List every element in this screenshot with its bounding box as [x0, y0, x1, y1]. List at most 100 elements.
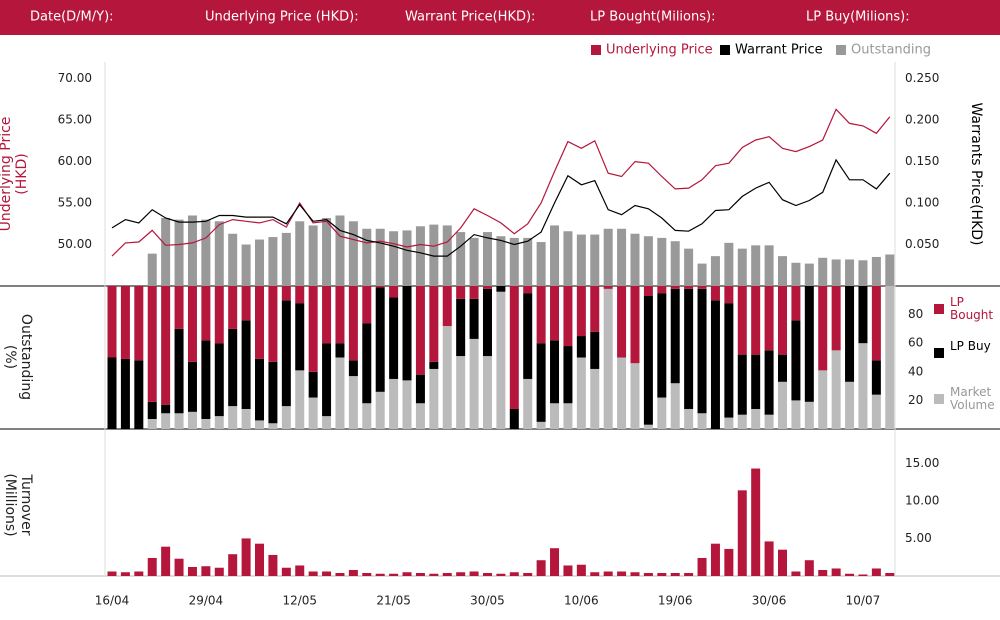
turnover-bar [362, 572, 372, 576]
stack-segment [389, 378, 399, 429]
stack-segment [590, 286, 600, 332]
stack-segment [161, 286, 171, 405]
header-label: LP Bought(Milions): [590, 10, 715, 25]
turnover-bar [147, 557, 157, 576]
stack-segment [241, 320, 251, 409]
stack-segment [456, 356, 466, 429]
header-label: LP Buy(Milions): [806, 10, 910, 25]
stack-segment [389, 286, 399, 298]
legend-swatch [720, 45, 730, 55]
outstanding-bar [402, 230, 412, 286]
stack-segment [228, 406, 238, 429]
turnover-bar [268, 554, 278, 576]
stack-segment [845, 381, 855, 429]
legend-label: Warrant Price [735, 43, 823, 58]
stack-segment [764, 286, 774, 351]
outstanding-bar [429, 224, 439, 286]
stack-segment [778, 286, 787, 355]
stack-segment [375, 286, 385, 288]
tick-label: 0.200 [905, 113, 939, 127]
outstanding-bar [214, 221, 224, 286]
turnover-bar [469, 571, 479, 576]
legend-swatch [934, 348, 944, 358]
stack-segment [523, 293, 533, 379]
tick-label: 70.00 [58, 71, 92, 85]
stack-segment [617, 286, 627, 358]
stack-segment [778, 381, 787, 429]
turnover-bar [845, 573, 855, 576]
turnover-bar [255, 543, 265, 576]
stack-segment [657, 293, 667, 398]
stack-segment [657, 286, 667, 294]
stack-segment [308, 371, 318, 398]
turnover-bar [871, 568, 881, 576]
turnover-bar [214, 567, 224, 576]
stack-segment [120, 286, 130, 359]
stack-segment [831, 286, 841, 351]
turnover-bar [603, 571, 613, 576]
x-tick-label: 29/04 [189, 594, 224, 608]
stack-segment [442, 326, 452, 429]
outstanding-bar [576, 234, 586, 286]
stack-segment [845, 286, 855, 382]
tick-label: 20 [908, 393, 923, 407]
outstanding-bar [536, 242, 546, 286]
turnover-bar [764, 541, 774, 576]
stack-segment [187, 361, 197, 412]
stack-segment [737, 354, 747, 415]
turnover-bar [482, 572, 492, 576]
outstanding-bar [161, 217, 171, 286]
stack-segment [871, 394, 881, 429]
stack-segment [174, 413, 184, 429]
axis-title: Warrants Price(HKD) [968, 102, 984, 246]
stack-segment [335, 343, 345, 358]
x-tick-label: 30/05 [470, 594, 505, 608]
outstanding-bar [415, 226, 425, 286]
stack-segment [201, 418, 211, 429]
stack-segment [456, 286, 466, 299]
turnover-bar [389, 573, 399, 576]
stack-segment [147, 286, 157, 402]
turnover-bar [415, 572, 425, 576]
legend-swatch [836, 45, 846, 55]
stack-segment [684, 288, 694, 409]
stack-segment [576, 336, 586, 358]
stack-segment [724, 303, 734, 418]
stack-segment [295, 303, 305, 371]
tick-label: 10.00 [905, 493, 939, 507]
stack-segment [107, 286, 117, 358]
turnover-bar [201, 566, 211, 576]
turnover-bar [161, 546, 171, 576]
outstanding-bar [845, 259, 855, 286]
turnover-bar [348, 569, 358, 576]
outstanding-bar [603, 228, 613, 286]
stack-segment [469, 298, 479, 339]
outstanding-bar [375, 228, 385, 286]
turnover-bar [617, 571, 627, 576]
tick-label: 60 [908, 336, 923, 350]
legend-label: Market Volume [950, 385, 995, 412]
turnover-bar [509, 572, 519, 576]
stack-segment [107, 357, 117, 429]
stack-segment [670, 288, 680, 384]
outstanding-bar [751, 245, 761, 286]
stack-segment [697, 413, 707, 429]
tick-label: 40 [908, 364, 923, 378]
stack-segment [335, 286, 345, 344]
outstanding-bar [724, 242, 734, 286]
stack-segment [482, 286, 492, 289]
outstanding-bar [630, 233, 640, 286]
stack-segment [871, 360, 881, 395]
outstanding-bar [241, 244, 251, 286]
stack-segment [255, 358, 265, 421]
turnover-bar [496, 573, 506, 576]
stack-segment [161, 413, 171, 429]
stack-segment [871, 286, 881, 361]
stack-segment [617, 357, 627, 429]
stack-segment [147, 418, 157, 429]
stack-segment [509, 286, 519, 409]
turnover-bar [308, 571, 318, 576]
turnover-bar [241, 538, 251, 576]
